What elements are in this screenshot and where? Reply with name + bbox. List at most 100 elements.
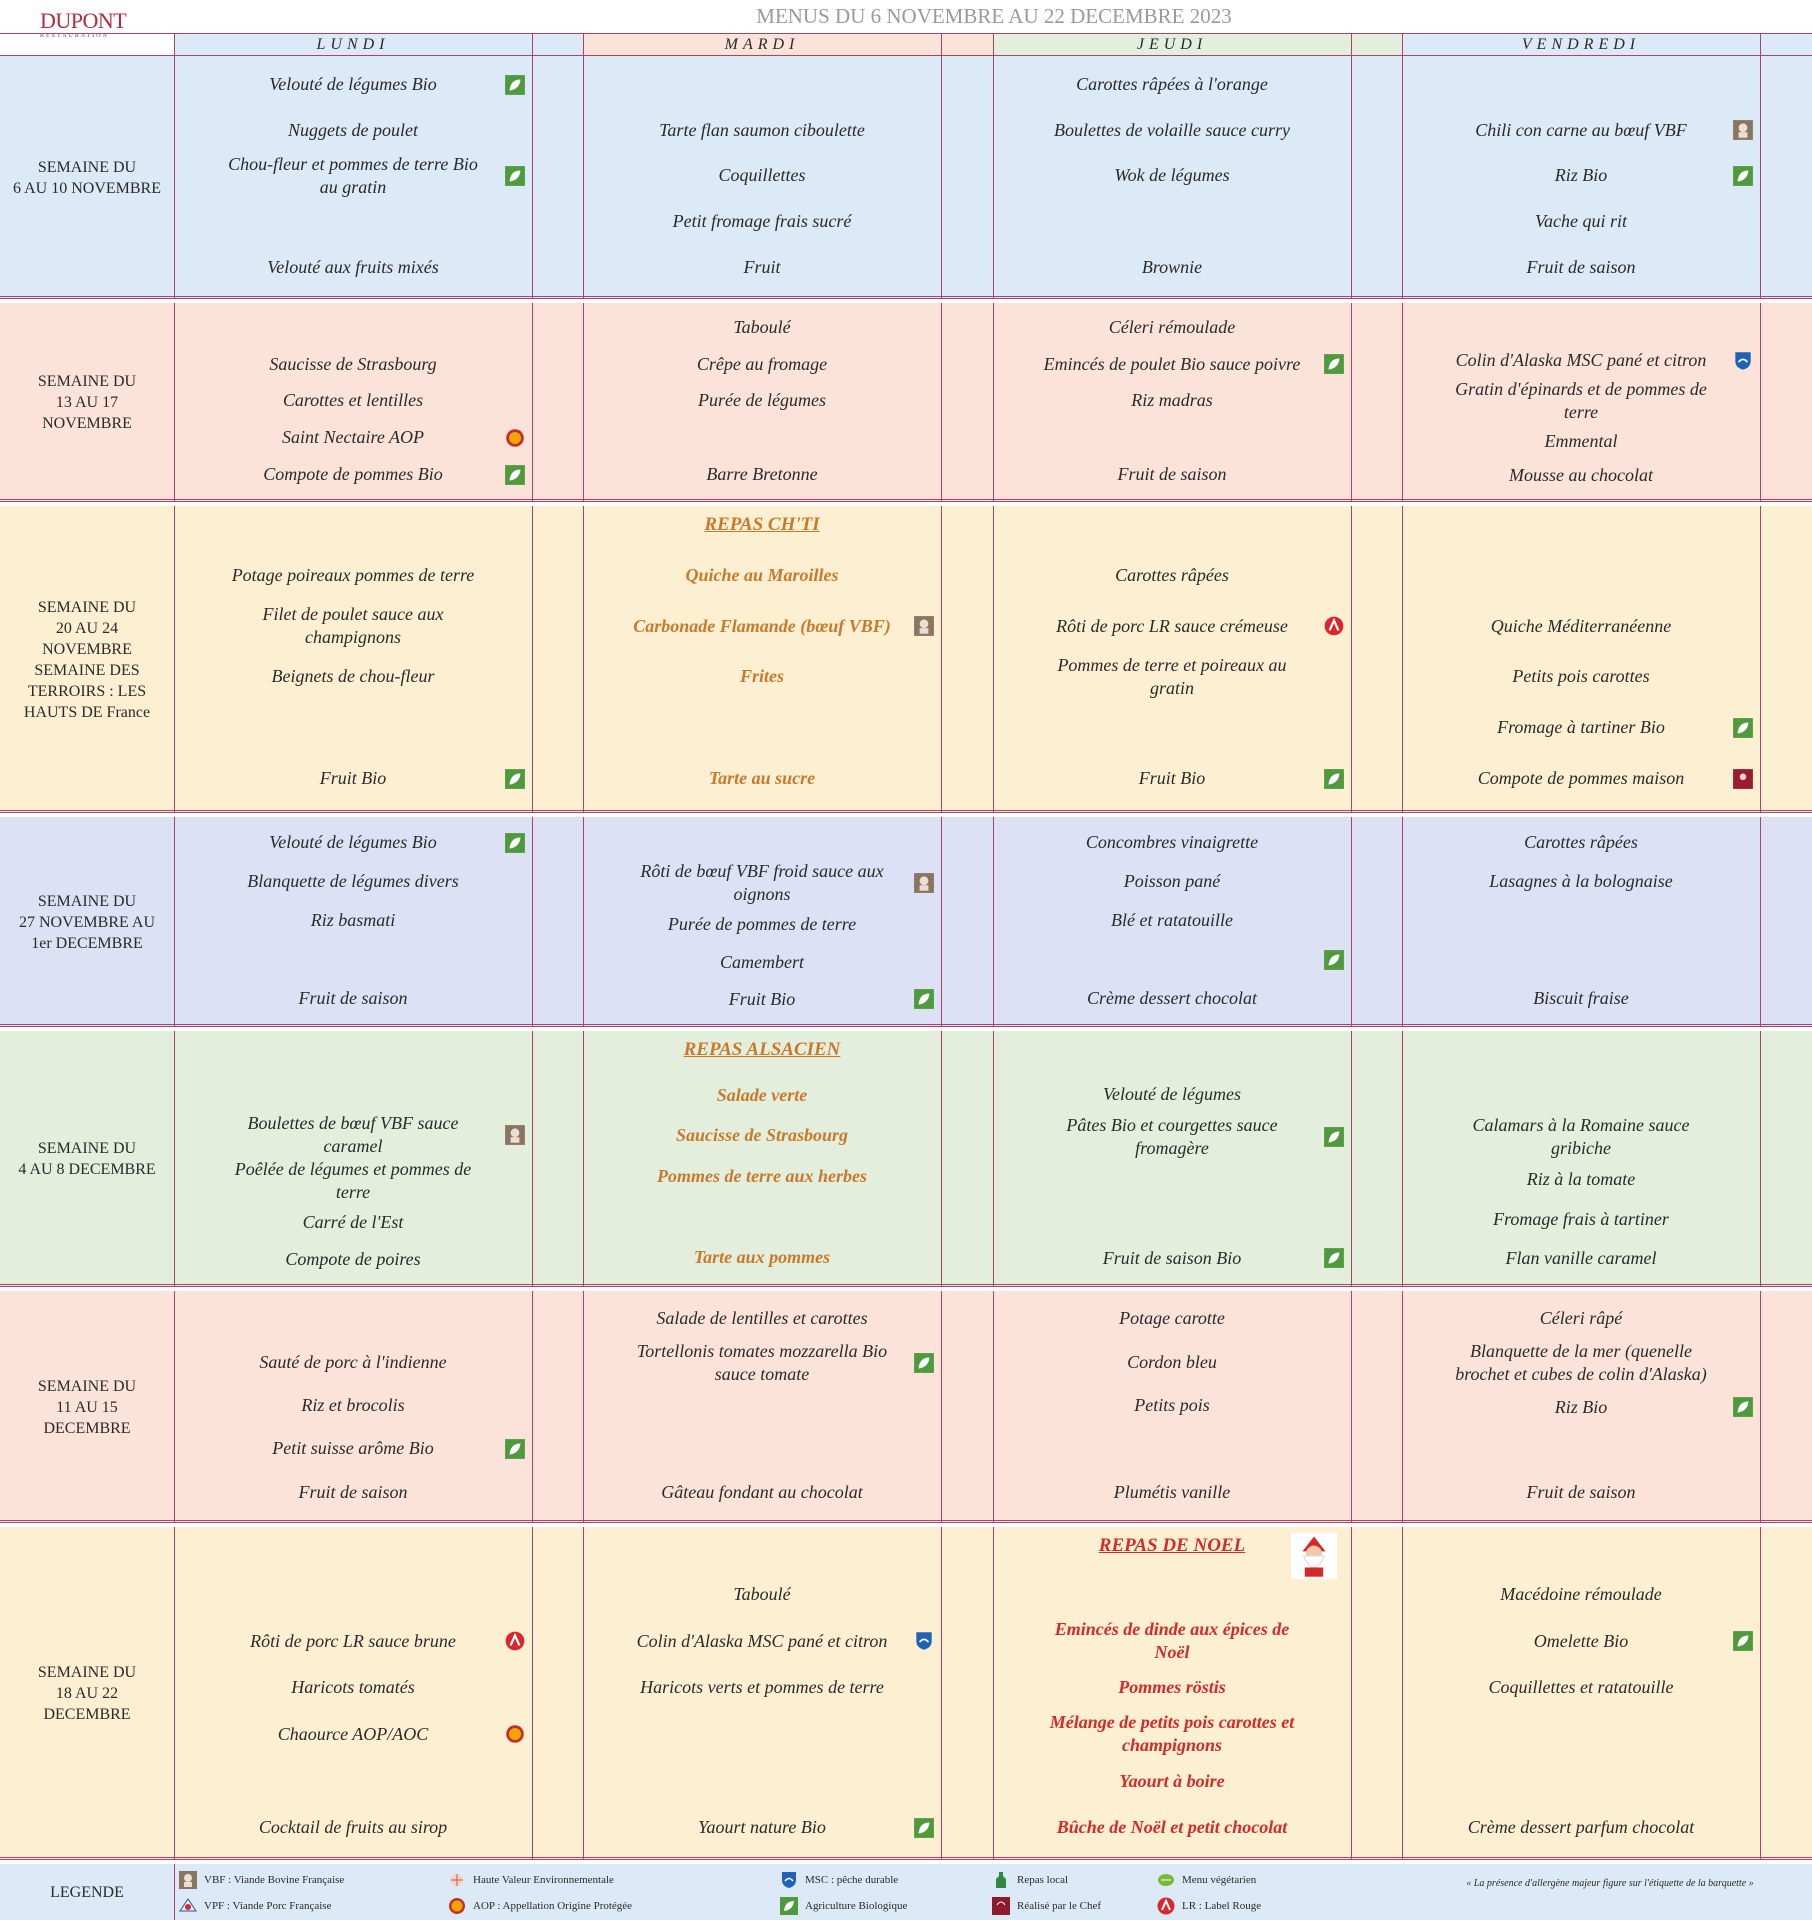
menu-slot: Gâteau fondant au chocolat: [583, 1471, 941, 1514]
day-cell: Velouté de légumes Bio Nuggets de poulet C…: [174, 56, 532, 296]
menu-slot: Céleri rémoulade: [993, 309, 1351, 346]
icon-lr: [505, 1631, 525, 1651]
day-name: MARDI: [724, 36, 800, 53]
column-line: [1351, 506, 1352, 813]
dish: Taboulé: [733, 316, 791, 337]
day-cell: REPAS ALSACIEN Salade verte Saucisse de St…: [583, 1031, 941, 1284]
menu-slot: Fruit Bio: [174, 753, 532, 804]
column-line: [1351, 1031, 1352, 1287]
day-cell: Potage poireaux pommes de terre Filet de …: [174, 506, 532, 810]
dish: Riz Bio: [1554, 1396, 1608, 1417]
icon-part: [509, 1443, 521, 1455]
menu-slot: Coquillettes et ratatouille: [1402, 1664, 1760, 1711]
column-line: [993, 1527, 994, 1860]
dish: Petits pois: [1134, 1395, 1210, 1416]
menu-slot: [1402, 1429, 1760, 1472]
column-line: [1351, 817, 1352, 1027]
day-band: [1402, 34, 1812, 56]
icon-bio: [1733, 166, 1753, 186]
dish: Velouté de légumes Bio: [269, 74, 437, 95]
dish: Carottes râpées à l'orange: [1076, 74, 1268, 95]
icon-part: [918, 1357, 930, 1369]
dish: Pommes röstis: [1118, 1677, 1226, 1698]
menu-slot: Boulettes de bœuf VBF sauce caramel: [174, 1112, 532, 1158]
menu-slot: Riz et brocolis: [174, 1384, 532, 1427]
dish: Gratin d'épinards et de pommes de terre: [1455, 379, 1707, 422]
menu-slot: [583, 1197, 941, 1238]
menu-slot: Yaourt nature Bio: [583, 1804, 941, 1851]
day-name: JEUDI: [1136, 36, 1208, 53]
week-row: [0, 1031, 1812, 1287]
column-line: [1351, 56, 1352, 299]
dish: Tarte flan saumon ciboulette: [659, 119, 865, 140]
dish: Filet de poulet sauce aux champignons: [262, 604, 444, 648]
week-row: [0, 506, 1812, 813]
dish: Fruit: [743, 256, 781, 277]
dish: Saint Nectaire AOP: [282, 427, 424, 448]
menu-slot: [993, 702, 1351, 753]
menu-slot: Rôti de bœuf VBF froid sauce aux oignons: [583, 860, 941, 906]
column-line: [1402, 1527, 1403, 1860]
menu-slot: Crème dessert chocolat: [993, 979, 1351, 1018]
icon-part: [918, 1638, 930, 1643]
legend-entry: VBF : Viande Bovine Française: [178, 1868, 344, 1892]
menu-slot: [1402, 62, 1760, 108]
menu-slot: Gratin d'épinards et de pommes de terre: [1402, 378, 1760, 424]
week-row: [0, 303, 1812, 502]
dish: Riz à la tomate: [1526, 1169, 1636, 1190]
dish: Crème dessert chocolat: [1087, 988, 1257, 1008]
legend-row: [0, 1864, 1812, 1920]
menu-slot: Velouté de légumes Bio: [174, 62, 532, 108]
column-line: [1402, 506, 1403, 813]
dish: Petit suisse arôme Bio: [272, 1438, 434, 1459]
dish: Carbonade Flamande (bœuf VBF): [633, 615, 891, 636]
menu-slot: Petit fromage frais sucré: [583, 199, 941, 245]
menu-slot: Cordon bleu: [993, 1340, 1351, 1383]
menu-slot: Crème dessert parfum chocolat: [1402, 1804, 1760, 1851]
column-line: [1402, 817, 1403, 1027]
dish: Plumétis vanille: [1113, 1481, 1231, 1502]
icon-part: [1302, 1536, 1326, 1552]
menu-slot: Plumétis vanille: [993, 1471, 1351, 1514]
column-line: [532, 1291, 533, 1523]
menu-slot: [993, 1200, 1351, 1239]
rule: [0, 55, 1812, 56]
column-line: [941, 34, 942, 56]
dish: Salade de lentilles et carottes: [656, 1307, 868, 1328]
column-line: [1760, 34, 1761, 56]
day-cell: Velouté de légumes Bio Blanquette de légu…: [174, 817, 532, 1024]
icon-vbf: [179, 1871, 197, 1889]
column-line: [1351, 34, 1352, 56]
icon-part: [919, 876, 929, 886]
icon-part: [1737, 722, 1749, 734]
menu-slot: Fruit de saison: [1402, 1471, 1760, 1514]
menu-slot: Macédoine rémoulade: [1402, 1571, 1760, 1618]
column-line: [1760, 1291, 1761, 1523]
menu-slot: Potage poireaux pommes de terre: [174, 550, 532, 601]
icon-bio: [1324, 1248, 1344, 1269]
menu-slot: Tarte flan saumon ciboulette: [583, 108, 941, 154]
menu-slot: Petits pois carottes: [1402, 652, 1760, 703]
column-line: [993, 303, 994, 502]
menu-slot: Emincés de poulet Bio sauce poivre: [993, 346, 1351, 383]
dish: Camembert: [720, 951, 804, 972]
menu-slot: Blanquette de la mer (quenelle brochet e…: [1402, 1340, 1760, 1386]
menu-slot: [583, 1386, 941, 1429]
menu-slot: [583, 419, 941, 456]
dish: Cordon bleu: [1127, 1351, 1217, 1372]
icon-bio: [1733, 717, 1753, 738]
column-line: [993, 1031, 994, 1287]
column-line: [1402, 303, 1403, 502]
dish: Saucisse de Strasbourg: [675, 1125, 849, 1146]
week-label: SEMAINE DU 6 AU 10 NOVEMBRE: [12, 158, 161, 197]
column-line: [1760, 56, 1761, 299]
menu-slot: [993, 1571, 1351, 1618]
column-line: [1351, 1527, 1352, 1860]
column-line: [174, 817, 175, 1027]
dish: Fruit de saison: [298, 1481, 408, 1502]
dish: Compote de pommes Bio: [263, 464, 443, 485]
column-line: [941, 303, 942, 502]
menu-slot: [174, 702, 532, 753]
dish: Petits pois carottes: [1512, 666, 1650, 687]
menu-slot: Sauté de porc à l'indienne: [174, 1340, 532, 1383]
